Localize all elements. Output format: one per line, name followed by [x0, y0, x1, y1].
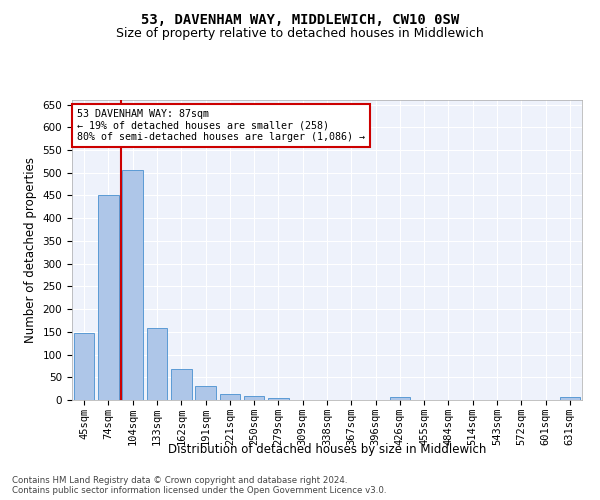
Text: Distribution of detached houses by size in Middlewich: Distribution of detached houses by size … [168, 442, 486, 456]
Bar [122, 170, 143, 400]
Text: Size of property relative to detached houses in Middlewich: Size of property relative to detached ho… [116, 28, 484, 40]
Bar [560, 398, 580, 400]
Bar [171, 369, 191, 400]
Y-axis label: Number of detached properties: Number of detached properties [24, 157, 37, 343]
Bar [98, 196, 119, 400]
Bar [195, 386, 216, 400]
Text: 53 DAVENHAM WAY: 87sqm
← 19% of detached houses are smaller (258)
80% of semi-de: 53 DAVENHAM WAY: 87sqm ← 19% of detached… [77, 109, 365, 142]
Bar [244, 396, 265, 400]
Text: Contains HM Land Registry data © Crown copyright and database right 2024.
Contai: Contains HM Land Registry data © Crown c… [12, 476, 386, 495]
Bar [268, 398, 289, 400]
Bar [74, 332, 94, 400]
Bar [220, 394, 240, 400]
Bar [389, 398, 410, 400]
Bar [146, 328, 167, 400]
Text: 53, DAVENHAM WAY, MIDDLEWICH, CW10 0SW: 53, DAVENHAM WAY, MIDDLEWICH, CW10 0SW [141, 12, 459, 26]
